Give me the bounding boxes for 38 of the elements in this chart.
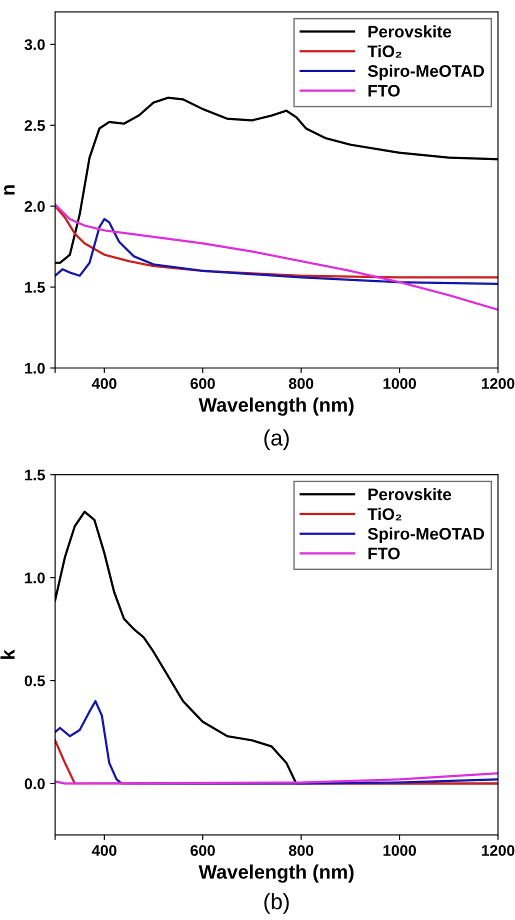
y-tick-label: 2.5 [24, 120, 45, 131]
legend-label: FTO [368, 548, 400, 560]
y-tick-label: 1.5 [25, 470, 45, 480]
y-axis-title: k [0, 649, 15, 659]
x-tick-label: 400 [92, 378, 116, 389]
x-tick-label: 600 [190, 845, 215, 856]
text: (b) [264, 893, 289, 914]
legend-label: TiO₂ [368, 508, 402, 520]
text: (a) [264, 429, 289, 450]
x-tick-label: 600 [190, 378, 215, 389]
x-axis-title: Wavelength (nm) [198, 864, 354, 883]
legend-label: Perovskite [368, 25, 452, 38]
x-tick-label: 800 [288, 378, 314, 389]
legend-label: TiO₂ [368, 44, 402, 58]
legend-label: Spiro-MeOTAD [368, 527, 484, 543]
x-tick-label: 1200 [482, 378, 514, 389]
x-tick-label: 1000 [384, 378, 416, 389]
x-tick-label: 1200 [482, 845, 514, 856]
y-tick-label: 1.0 [25, 572, 45, 584]
line-series [55, 205, 498, 278]
y-tick-label: 0.5 [24, 675, 45, 686]
y-tick-label: 1.5 [25, 282, 45, 293]
y-tick-label: 1.0 [25, 362, 45, 374]
y-tick-label: 2.0 [24, 201, 45, 212]
x-tick-label: 1000 [384, 845, 416, 856]
y-tick-label: 3.0 [24, 39, 45, 50]
legend-label: Spiro-MeOTAD [368, 64, 484, 80]
line-series [55, 203, 498, 311]
y-axis-title: n [4, 185, 15, 195]
x-axis-title: Wavelength (nm) [198, 398, 354, 416]
line-series [55, 700, 498, 785]
line-series [55, 218, 498, 285]
x-tick-label: 800 [288, 845, 314, 856]
x-tick-label: 400 [92, 845, 116, 856]
line-series [55, 772, 498, 785]
y-tick-label: 0.0 [24, 778, 45, 790]
legend-label: FTO [368, 84, 400, 97]
legend-label: Perovskite [368, 488, 452, 500]
